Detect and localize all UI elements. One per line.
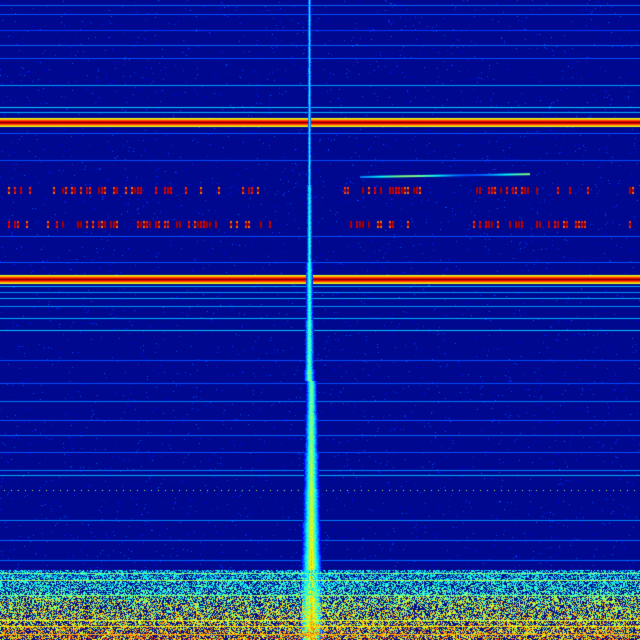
spectrogram-canvas [0, 0, 640, 640]
spectrogram-view [0, 0, 640, 640]
